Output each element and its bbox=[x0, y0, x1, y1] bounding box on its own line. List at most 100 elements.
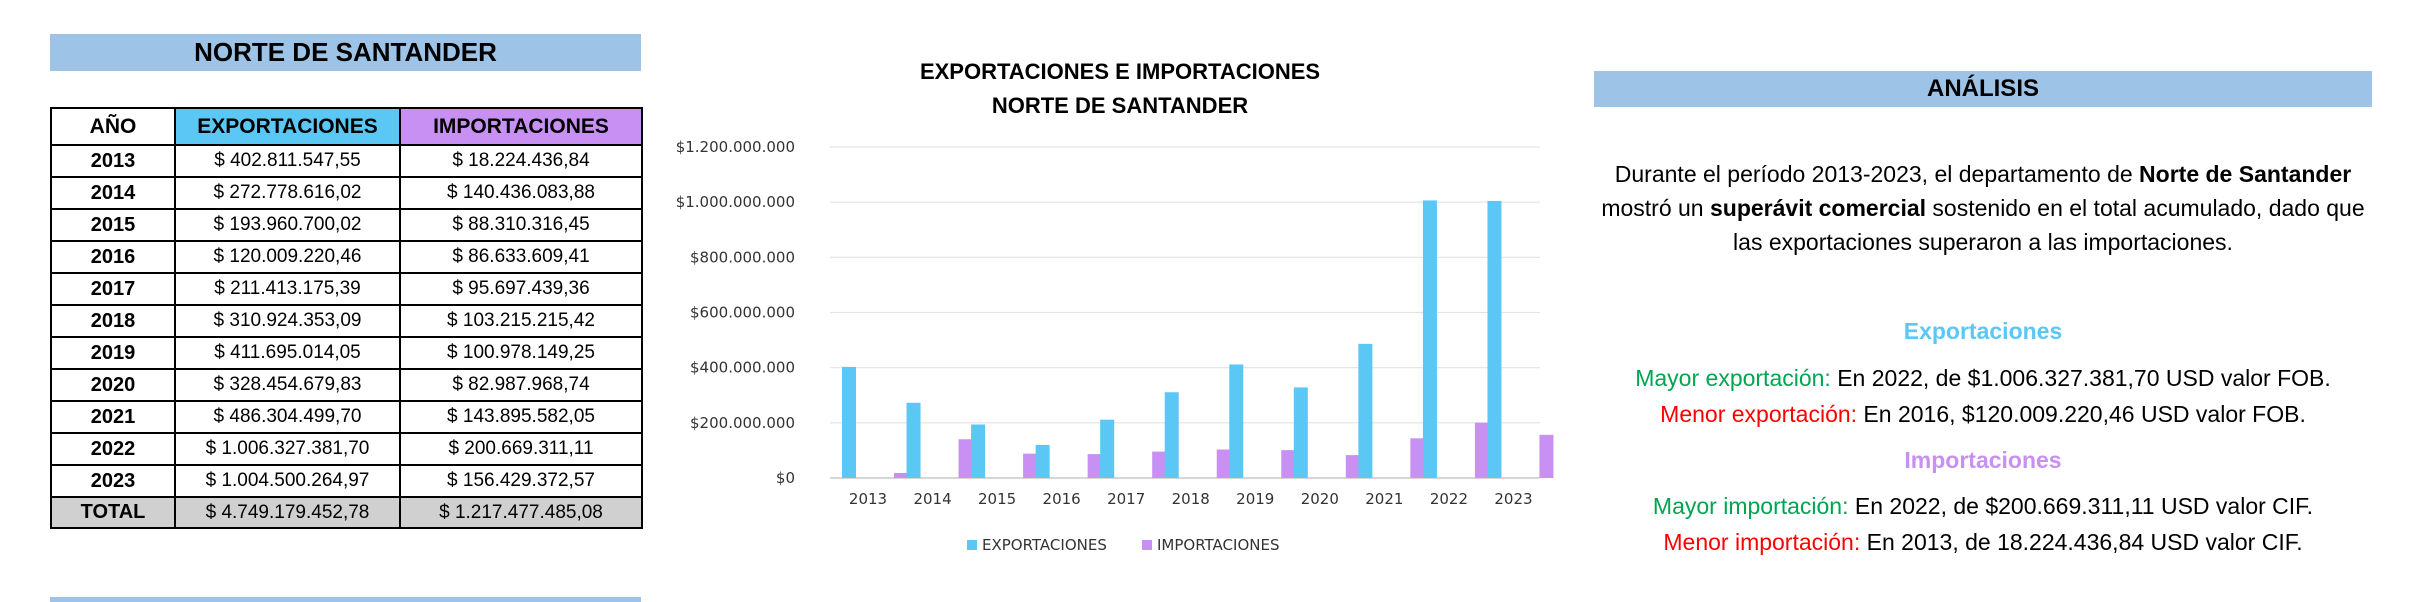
x-tick-label: 2017 bbox=[1107, 490, 1145, 508]
cell-importaciones: $ 103.215.215,42 bbox=[399, 304, 643, 338]
cell-exportaciones: $ 486.304.499,70 bbox=[174, 400, 401, 434]
table-row: 2022 $ 1.006.327.381,70 $ 200.669.311,11 bbox=[50, 432, 643, 466]
intro-text-2: mostró un bbox=[1601, 195, 1710, 221]
x-tick-label: 2018 bbox=[1172, 490, 1210, 508]
bar-importaciones-2022 bbox=[1474, 422, 1489, 478]
bar-exportaciones-2017 bbox=[1100, 419, 1115, 478]
table-header-row: AÑO EXPORTACIONES IMPORTACIONES bbox=[50, 107, 643, 146]
max-exportacion-label: Mayor exportación: bbox=[1635, 365, 1831, 391]
cell-importaciones: $ 100.978.149,25 bbox=[399, 336, 643, 370]
table-row: 2013 $ 402.811.547,55 $ 18.224.436,84 bbox=[50, 144, 643, 178]
x-tick-label: 2015 bbox=[978, 490, 1016, 508]
bar-exportaciones-2013 bbox=[842, 366, 856, 478]
max-exportacion-text: En 2022, de $1.006.327.381,70 USD valor … bbox=[1830, 365, 2331, 391]
cell-exportaciones: $ 402.811.547,55 bbox=[174, 144, 401, 178]
bar-exportaciones-2018 bbox=[1164, 392, 1179, 478]
cell-year: 2013 bbox=[50, 144, 176, 178]
max-importacion-text: En 2022, de $200.669.311,11 USD valor CI… bbox=[1848, 493, 2314, 519]
bar-importaciones-2017 bbox=[1152, 451, 1167, 478]
x-tick-label: 2014 bbox=[913, 490, 951, 508]
min-importacion-line: Menor importación: En 2013, de 18.224.43… bbox=[1594, 529, 2372, 556]
cell-exportaciones: $ 1.004.500.264,97 bbox=[174, 464, 401, 498]
bar-exportaciones-2021 bbox=[1358, 343, 1373, 478]
analysis-intro: Durante el período 2013-2023, el departa… bbox=[1594, 157, 2372, 259]
analysis-title: ANÁLISIS bbox=[1594, 71, 2372, 107]
bottom-title-bar bbox=[50, 597, 641, 602]
cell-year: 2015 bbox=[50, 208, 176, 242]
y-tick-label: $600.000.000 bbox=[690, 304, 795, 322]
legend-label-importaciones: IMPORTACIONES bbox=[1157, 536, 1279, 554]
cell-exportaciones: $ 120.009.220,46 bbox=[174, 240, 401, 274]
chart-title-line-2: NORTE DE SANTANDER bbox=[992, 93, 1248, 118]
cell-exportaciones: $ 272.778.616,02 bbox=[174, 176, 401, 210]
table-row: 2017 $ 211.413.175,39 $ 95.697.439,36 bbox=[50, 272, 643, 306]
table-row: 2014 $ 272.778.616,02 $ 140.436.083,88 bbox=[50, 176, 643, 210]
cell-exportaciones: $ 328.454.679,83 bbox=[174, 368, 401, 402]
bar-exportaciones-2023 bbox=[1487, 200, 1502, 478]
chart-title-line-1: EXPORTACIONES E IMPORTACIONES bbox=[920, 59, 1320, 84]
min-exportacion-text: En 2016, $120.009.220,46 USD valor FOB. bbox=[1857, 401, 2306, 427]
trade-bar-chart: EXPORTACIONES E IMPORTACIONES NORTE DE S… bbox=[676, 59, 1554, 554]
table-row: 2018 $ 310.924.353,09 $ 103.215.215,42 bbox=[50, 304, 643, 338]
y-tick-label: $1.000.000.000 bbox=[676, 193, 795, 211]
cell-year: 2019 bbox=[50, 336, 176, 370]
cell-exportaciones: $ 310.924.353,09 bbox=[174, 304, 401, 338]
bar-exportaciones-2016 bbox=[1035, 444, 1050, 478]
min-exportacion-line: Menor exportación: En 2016, $120.009.220… bbox=[1594, 401, 2372, 428]
cell-total-importaciones: $ 1.217.477.485,08 bbox=[399, 496, 643, 529]
bar-exportaciones-2022 bbox=[1422, 200, 1437, 478]
bar-importaciones-2019 bbox=[1281, 450, 1296, 478]
min-importacion-text: En 2013, de 18.224.436,84 USD valor CIF. bbox=[1860, 529, 2303, 555]
region-title: NORTE DE SANTANDER bbox=[50, 34, 641, 71]
cell-importaciones: $ 143.895.582,05 bbox=[399, 400, 643, 434]
cell-year: 2021 bbox=[50, 400, 176, 434]
x-tick-label: 2020 bbox=[1301, 490, 1339, 508]
cell-total-exportaciones: $ 4.749.179.452,78 bbox=[174, 496, 401, 529]
cell-exportaciones: $ 1.006.327.381,70 bbox=[174, 432, 401, 466]
cell-year: 2017 bbox=[50, 272, 176, 306]
bar-importaciones-2020 bbox=[1345, 455, 1360, 478]
max-exportacion-line: Mayor exportación: En 2022, de $1.006.32… bbox=[1594, 365, 2372, 392]
legend-swatch-importaciones bbox=[1142, 540, 1152, 550]
y-tick-label: $1.200.000.000 bbox=[676, 138, 795, 156]
cell-year: 2016 bbox=[50, 240, 176, 274]
y-tick-label: $800.000.000 bbox=[690, 248, 795, 266]
bar-exportaciones-2019 bbox=[1229, 364, 1244, 478]
intro-text-3: sostenido en el total acumulado, dado qu… bbox=[1733, 195, 2365, 255]
min-importacion-label: Menor importación: bbox=[1663, 529, 1861, 555]
bar-importaciones-2014 bbox=[958, 439, 973, 478]
bar-exportaciones-2014 bbox=[906, 402, 921, 478]
importaciones-subtitle: Importaciones bbox=[1904, 447, 2062, 473]
legend-label-exportaciones: EXPORTACIONES bbox=[982, 536, 1107, 554]
table-row: 2023 $ 1.004.500.264,97 $ 156.429.372,57 bbox=[50, 464, 643, 498]
bar-importaciones-2021 bbox=[1410, 438, 1425, 478]
y-tick-label: $200.000.000 bbox=[690, 414, 795, 432]
x-tick-label: 2021 bbox=[1365, 490, 1403, 508]
cell-year: 2023 bbox=[50, 464, 176, 498]
max-importacion-line: Mayor importación: En 2022, de $200.669.… bbox=[1594, 493, 2372, 520]
bar-importaciones-2015 bbox=[1023, 453, 1038, 478]
x-tick-label: 2019 bbox=[1236, 490, 1274, 508]
y-tick-label: $0 bbox=[776, 469, 795, 487]
bar-importaciones-2018 bbox=[1216, 449, 1231, 478]
cell-importaciones: $ 200.669.311,11 bbox=[399, 432, 643, 466]
max-importacion-label: Mayor importación: bbox=[1652, 493, 1849, 519]
exportaciones-subtitle: Exportaciones bbox=[1903, 318, 2063, 344]
bar-importaciones-2023 bbox=[1539, 434, 1554, 478]
x-tick-label: 2016 bbox=[1043, 490, 1081, 508]
trade-table: AÑO EXPORTACIONES IMPORTACIONES 2013 $ 40… bbox=[50, 107, 643, 529]
min-exportacion-label: Menor exportación: bbox=[1660, 401, 1858, 427]
cell-year: 2014 bbox=[50, 176, 176, 210]
cell-year: 2022 bbox=[50, 432, 176, 466]
table-row: 2015 $ 193.960.700,02 $ 88.310.316,45 bbox=[50, 208, 643, 242]
cell-exportaciones: $ 411.695.014,05 bbox=[174, 336, 401, 370]
cell-exportaciones: $ 193.960.700,02 bbox=[174, 208, 401, 242]
intro-text-1: Durante el período 2013-2023, el departa… bbox=[1614, 161, 2140, 187]
table-row: 2020 $ 328.454.679,83 $ 82.987.968,74 bbox=[50, 368, 643, 402]
cell-importaciones: $ 82.987.968,74 bbox=[399, 368, 643, 402]
cell-importaciones: $ 140.436.083,88 bbox=[399, 176, 643, 210]
x-tick-label: 2013 bbox=[849, 490, 887, 508]
table-row: 2021 $ 486.304.499,70 $ 143.895.582,05 bbox=[50, 400, 643, 434]
intro-bold-region: Norte de Santander bbox=[2139, 161, 2352, 187]
table-row: 2016 $ 120.009.220,46 $ 86.633.609,41 bbox=[50, 240, 643, 274]
